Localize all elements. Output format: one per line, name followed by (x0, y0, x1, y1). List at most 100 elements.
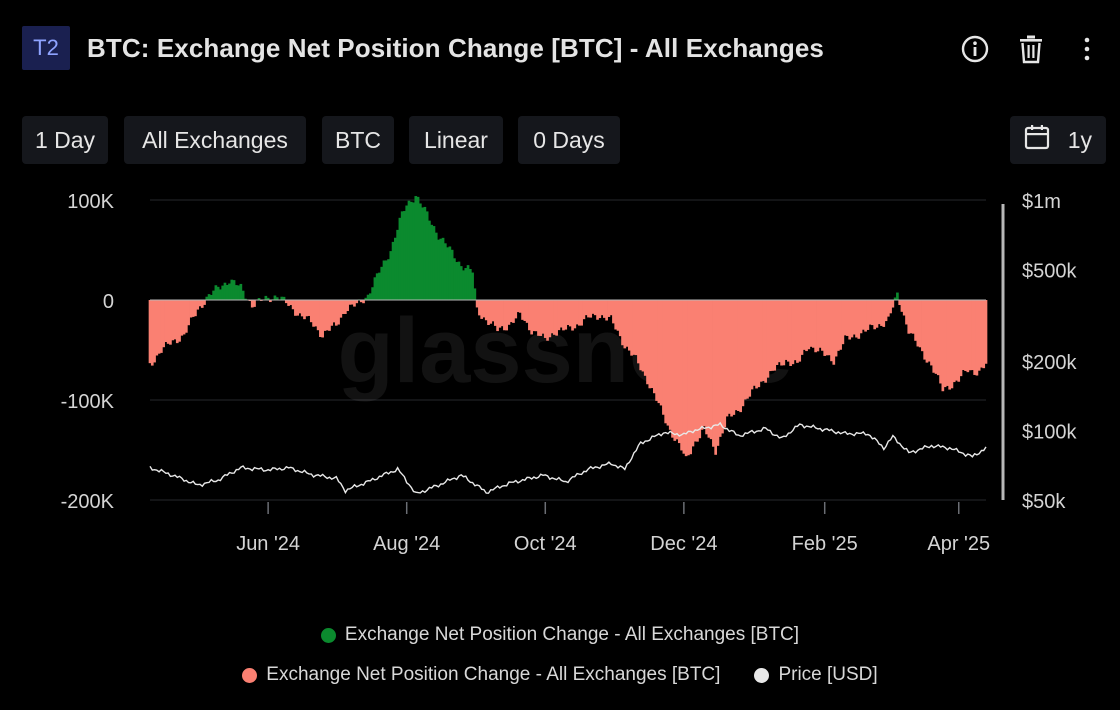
info-icon[interactable] (958, 32, 992, 66)
range-button[interactable]: 1y (1009, 116, 1106, 164)
bar-positive (416, 196, 420, 300)
bar-negative (859, 300, 863, 334)
bar-negative (614, 300, 618, 330)
x-tick-label: Dec '24 (650, 533, 717, 555)
bar-negative (743, 300, 747, 400)
bar-negative (173, 300, 177, 340)
bar-negative (332, 300, 336, 323)
bar-negative (537, 300, 540, 336)
bar-positive (457, 261, 461, 300)
bar-negative (798, 300, 802, 362)
bar-negative (864, 300, 867, 332)
legend-label-positive: Exchange Net Position Change - All Excha… (344, 624, 800, 645)
bar-negative (316, 300, 320, 331)
scale-button[interactable]: Linear (409, 116, 503, 164)
bar-negative (698, 300, 702, 439)
legend-item-positive[interactable]: Exchange Net Position Change - All Excha… (320, 624, 800, 646)
bar-negative (355, 300, 359, 304)
bar-negative (659, 300, 663, 406)
bar-negative (959, 300, 963, 377)
bar-negative (319, 300, 322, 337)
bar-negative (314, 300, 318, 327)
bar-negative (609, 300, 613, 316)
bar-negative (339, 300, 343, 318)
exchange-button[interactable]: All Exchanges (124, 116, 306, 164)
sma-button[interactable]: 0 Days (518, 116, 620, 164)
bar-negative (475, 300, 479, 308)
y-right-tick-label: $500k (1022, 260, 1077, 282)
bar-negative (714, 300, 717, 455)
bar-negative (684, 300, 688, 457)
bar-negative (555, 300, 558, 336)
bar-negative (750, 300, 754, 390)
bar-positive (207, 294, 211, 300)
bar-negative (764, 300, 767, 383)
bar-positive (409, 201, 413, 300)
bar-negative (941, 300, 945, 392)
legend-item-price[interactable]: Price [USD] (754, 664, 878, 686)
bar-negative (830, 300, 833, 362)
bar-positive (893, 297, 897, 300)
bar-negative (153, 300, 156, 363)
y-left-tick-label: -200K (61, 491, 115, 513)
bar-negative (907, 300, 911, 334)
bar-negative (702, 300, 706, 427)
bar-positive (462, 270, 465, 300)
bar-negative (737, 300, 740, 411)
bar-negative (603, 300, 606, 318)
bar-negative (648, 300, 652, 389)
bar-positive (210, 294, 213, 300)
bar-negative (580, 300, 583, 326)
legend-dot-negative (242, 667, 258, 683)
bar-negative (164, 300, 168, 343)
more-vertical-icon[interactable] (1070, 32, 1104, 66)
legend-item-negative[interactable]: Exchange Net Position Change - All Excha… (242, 664, 720, 686)
bar-negative (178, 300, 181, 342)
bar-positive (430, 224, 434, 300)
bar-negative (562, 300, 565, 331)
y-left-tick-label: 0 (103, 291, 114, 313)
bar-negative (505, 300, 508, 331)
y-right-tick-label: $200k (1022, 352, 1077, 374)
bar-positive (371, 287, 374, 300)
bar-negative (914, 300, 917, 341)
bar-negative (868, 300, 872, 325)
bar-negative (746, 300, 749, 399)
bar-positive (275, 297, 279, 300)
bar-positive (212, 290, 215, 300)
resolution-button[interactable]: 1 Day (22, 116, 108, 164)
legend-row-1: Exchange Net Position Change - All Excha… (0, 624, 1120, 646)
bar-negative (973, 300, 976, 375)
bar-negative (775, 300, 779, 365)
bar-negative (955, 300, 958, 381)
bar-negative (539, 300, 543, 336)
bar-negative (789, 300, 792, 366)
legend-dot-positive (320, 627, 336, 643)
bar-negative (782, 300, 786, 366)
bar-positive (266, 297, 270, 300)
trash-icon[interactable] (1014, 32, 1048, 66)
bar-negative (791, 300, 795, 365)
bar-positive (234, 285, 238, 300)
bar-negative (196, 300, 200, 310)
bar-negative (487, 300, 490, 326)
x-tick-label: Oct '24 (514, 533, 577, 555)
currency-button[interactable]: BTC (322, 116, 394, 164)
bar-negative (641, 300, 645, 372)
legend-dot-price (754, 667, 770, 683)
bar-positive (230, 279, 234, 300)
bar-negative (923, 300, 926, 360)
bar-negative (334, 300, 338, 326)
bar-negative (823, 300, 827, 356)
bar-negative (289, 300, 293, 306)
range-label: 1y (1067, 126, 1092, 153)
bar-negative (553, 300, 556, 335)
bar-negative (493, 300, 497, 326)
bar-negative (325, 300, 329, 331)
bar-negative (632, 300, 636, 355)
bar-negative (877, 300, 881, 325)
bar-negative (930, 300, 933, 366)
bar-negative (541, 300, 545, 334)
bar-negative (837, 300, 840, 351)
bar-negative (705, 300, 708, 435)
